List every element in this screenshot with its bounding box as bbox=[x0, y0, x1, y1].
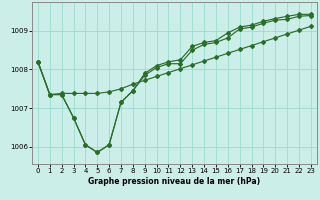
X-axis label: Graphe pression niveau de la mer (hPa): Graphe pression niveau de la mer (hPa) bbox=[88, 177, 260, 186]
